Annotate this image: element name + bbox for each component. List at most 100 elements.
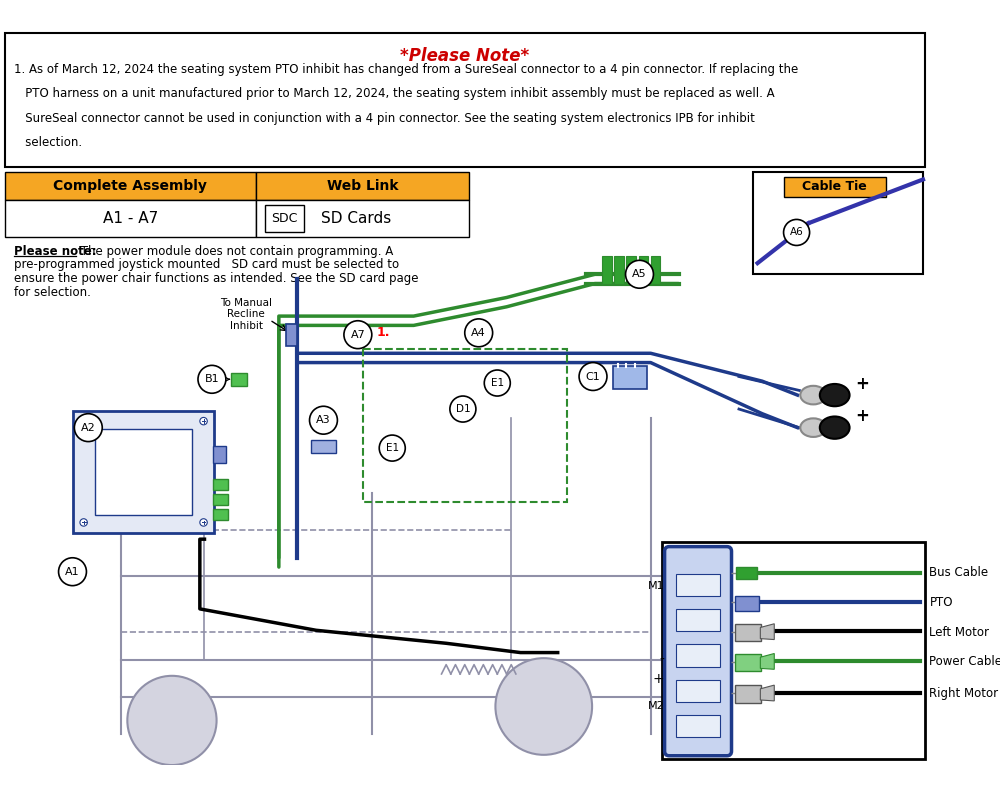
Circle shape [80, 417, 87, 425]
Circle shape [80, 519, 87, 527]
FancyBboxPatch shape [676, 714, 720, 737]
Text: pre-programmed joystick mounted   SD card must be selected to: pre-programmed joystick mounted SD card … [14, 259, 399, 271]
Text: for selection.: for selection. [14, 286, 91, 299]
Text: A5: A5 [632, 270, 647, 279]
Circle shape [450, 396, 476, 422]
Text: Left Motor: Left Motor [929, 626, 989, 638]
FancyBboxPatch shape [676, 680, 720, 702]
Text: Right Motor: Right Motor [929, 687, 999, 700]
Text: Web Link: Web Link [327, 179, 398, 193]
Circle shape [379, 435, 405, 461]
Text: -: - [841, 426, 847, 444]
Text: PTO: PTO [929, 596, 953, 609]
Text: SD Cards: SD Cards [321, 211, 391, 226]
Text: +: + [653, 672, 665, 686]
FancyBboxPatch shape [231, 373, 247, 386]
Text: SureSeal connector cannot be used in conjunction with a 4 pin connector. See the: SureSeal connector cannot be used in con… [14, 112, 755, 125]
Text: A1 - A7: A1 - A7 [103, 211, 158, 226]
Text: A7: A7 [350, 330, 365, 339]
FancyBboxPatch shape [213, 446, 226, 463]
FancyBboxPatch shape [213, 479, 228, 490]
Ellipse shape [800, 386, 826, 404]
Circle shape [495, 658, 592, 755]
Text: M2: M2 [648, 702, 665, 711]
Text: Please note:: Please note: [14, 244, 97, 258]
Circle shape [465, 319, 493, 347]
FancyBboxPatch shape [735, 685, 761, 703]
Text: Bus Cable: Bus Cable [929, 566, 989, 579]
FancyBboxPatch shape [784, 177, 886, 197]
FancyBboxPatch shape [5, 172, 256, 200]
Text: +: + [855, 408, 869, 426]
Text: PTO harness on a unit manufactured prior to March 12, 2024, the seating system i: PTO harness on a unit manufactured prior… [14, 87, 775, 101]
FancyBboxPatch shape [614, 255, 624, 284]
Text: Cable Tie: Cable Tie [802, 180, 867, 193]
Ellipse shape [820, 384, 850, 406]
FancyBboxPatch shape [736, 567, 757, 579]
Text: -: - [660, 653, 665, 667]
FancyBboxPatch shape [651, 255, 660, 284]
Text: B1: B1 [205, 374, 219, 385]
FancyBboxPatch shape [613, 366, 647, 389]
Text: SDC: SDC [271, 212, 298, 225]
Text: ensure the power chair functions as intended. See the SD card page: ensure the power chair functions as inte… [14, 273, 418, 285]
Text: selection.: selection. [14, 136, 82, 149]
FancyBboxPatch shape [311, 440, 336, 453]
Circle shape [626, 260, 653, 288]
Text: Power Cable: Power Cable [929, 655, 1000, 668]
Text: E1: E1 [386, 443, 399, 453]
FancyBboxPatch shape [5, 200, 256, 237]
Circle shape [784, 220, 810, 246]
Text: E1: E1 [491, 378, 504, 388]
Circle shape [200, 417, 207, 425]
FancyBboxPatch shape [265, 205, 304, 232]
Text: M1: M1 [648, 580, 665, 591]
Text: 1. As of March 12, 2024 the seating system PTO inhibit has changed from a SureSe: 1. As of March 12, 2024 the seating syst… [14, 63, 798, 76]
Text: -: - [841, 393, 847, 412]
Circle shape [59, 557, 86, 586]
Text: A6: A6 [790, 228, 803, 237]
Text: +: + [855, 375, 869, 393]
FancyBboxPatch shape [73, 411, 214, 533]
Text: A4: A4 [471, 328, 486, 338]
Text: The power module does not contain programming. A: The power module does not contain progra… [77, 244, 393, 258]
FancyBboxPatch shape [676, 609, 720, 631]
FancyBboxPatch shape [602, 255, 612, 284]
Circle shape [484, 370, 510, 396]
Circle shape [74, 414, 102, 442]
FancyBboxPatch shape [213, 493, 228, 505]
FancyBboxPatch shape [662, 542, 925, 759]
Circle shape [344, 320, 372, 349]
FancyBboxPatch shape [256, 172, 469, 200]
Text: A2: A2 [81, 423, 96, 433]
Text: To Manual
Recline
Inhibit: To Manual Recline Inhibit [220, 297, 272, 331]
Ellipse shape [820, 416, 850, 439]
FancyBboxPatch shape [735, 624, 761, 642]
FancyBboxPatch shape [676, 644, 720, 667]
FancyBboxPatch shape [735, 653, 761, 671]
Text: D1: D1 [456, 404, 470, 414]
FancyBboxPatch shape [665, 546, 732, 756]
Polygon shape [760, 624, 774, 640]
Circle shape [310, 406, 337, 434]
Circle shape [200, 519, 207, 527]
Circle shape [198, 366, 226, 393]
FancyBboxPatch shape [676, 573, 720, 596]
FancyBboxPatch shape [753, 172, 923, 274]
Circle shape [579, 362, 607, 390]
Text: A1: A1 [65, 567, 80, 577]
Polygon shape [760, 653, 774, 669]
Polygon shape [760, 685, 774, 701]
Circle shape [127, 676, 217, 765]
Text: Complete Assembly: Complete Assembly [53, 179, 207, 193]
Text: A3: A3 [316, 416, 331, 425]
FancyBboxPatch shape [95, 428, 192, 515]
FancyBboxPatch shape [286, 324, 297, 346]
FancyBboxPatch shape [213, 508, 228, 519]
FancyBboxPatch shape [256, 200, 469, 237]
FancyBboxPatch shape [5, 33, 925, 167]
FancyBboxPatch shape [639, 255, 648, 284]
Text: 1.: 1. [376, 327, 390, 339]
FancyBboxPatch shape [626, 255, 636, 284]
Ellipse shape [800, 419, 826, 437]
